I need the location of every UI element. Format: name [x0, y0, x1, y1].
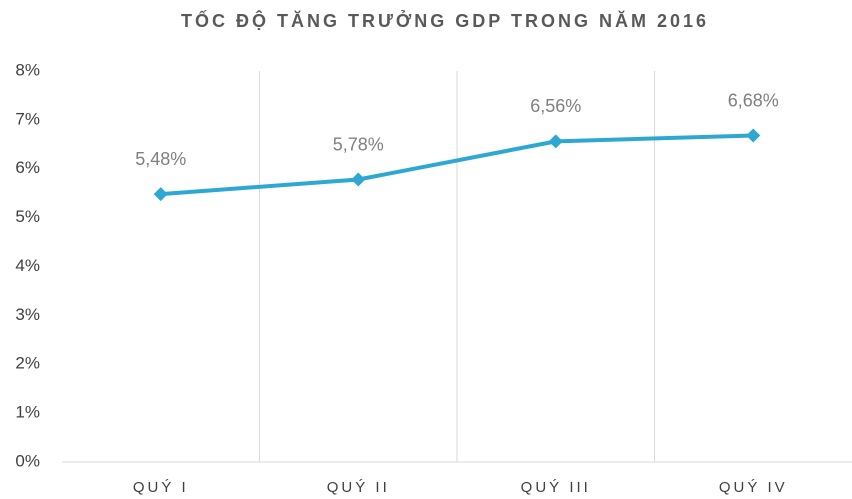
data-label: 6,68% [728, 90, 779, 110]
x-tick-label: QUÝ II [327, 479, 390, 496]
chart-title: TỐC ĐỘ TĂNG TRƯỞNG GDP TRONG NĂM 2016 [181, 10, 709, 31]
y-tick-label: 2% [15, 354, 40, 373]
point-marker [153, 187, 168, 202]
point-marker [746, 128, 761, 143]
x-tick-label: QUÝ IV [719, 479, 788, 496]
y-tick-label: 7% [15, 109, 40, 128]
series-line [160, 133, 754, 197]
y-tick-label: 5% [15, 207, 40, 226]
data-label: 5,78% [333, 134, 384, 154]
data-label: 6,56% [530, 96, 581, 116]
y-tick-label: 1% [15, 403, 40, 422]
x-tick-label: QUÝ I [133, 479, 189, 496]
point-marker [351, 172, 366, 187]
y-tick-label: 4% [15, 256, 40, 275]
y-tick-label: 0% [15, 451, 40, 470]
y-tick-label: 3% [15, 305, 40, 324]
point-marker [548, 134, 563, 149]
data-label: 5,48% [135, 149, 186, 169]
y-tick-label: 8% [15, 60, 40, 79]
x-tick-label: QUÝ III [521, 479, 591, 496]
y-tick-label: 6% [15, 158, 40, 177]
